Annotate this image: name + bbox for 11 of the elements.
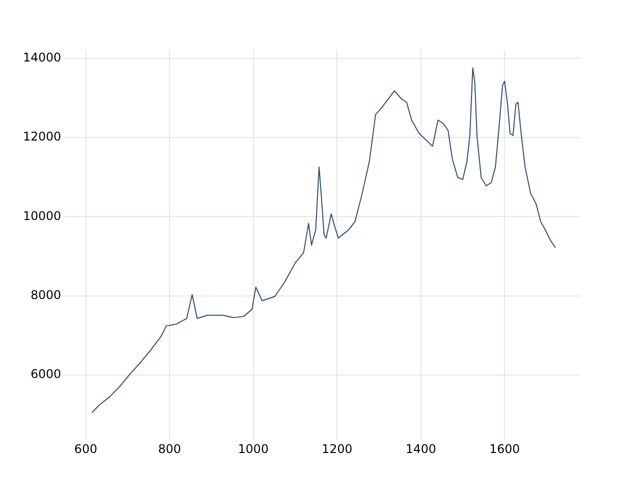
x-tick-label: 600 [74, 442, 98, 456]
x-tick-label: 1400 [406, 442, 436, 456]
x-tick-label: 1000 [238, 442, 269, 456]
y-tick-label: 6000 [30, 367, 62, 382]
y-tick-label: 10000 [22, 208, 62, 223]
y-tick-label: 14000 [22, 50, 62, 64]
x-tick-label: 800 [158, 442, 181, 456]
y-tick-label: 8000 [30, 288, 62, 302]
y-tick-label: 12000 [22, 130, 62, 144]
x-tick-label: 1200 [322, 442, 352, 456]
x-tick-label: 1600 [489, 442, 520, 456]
